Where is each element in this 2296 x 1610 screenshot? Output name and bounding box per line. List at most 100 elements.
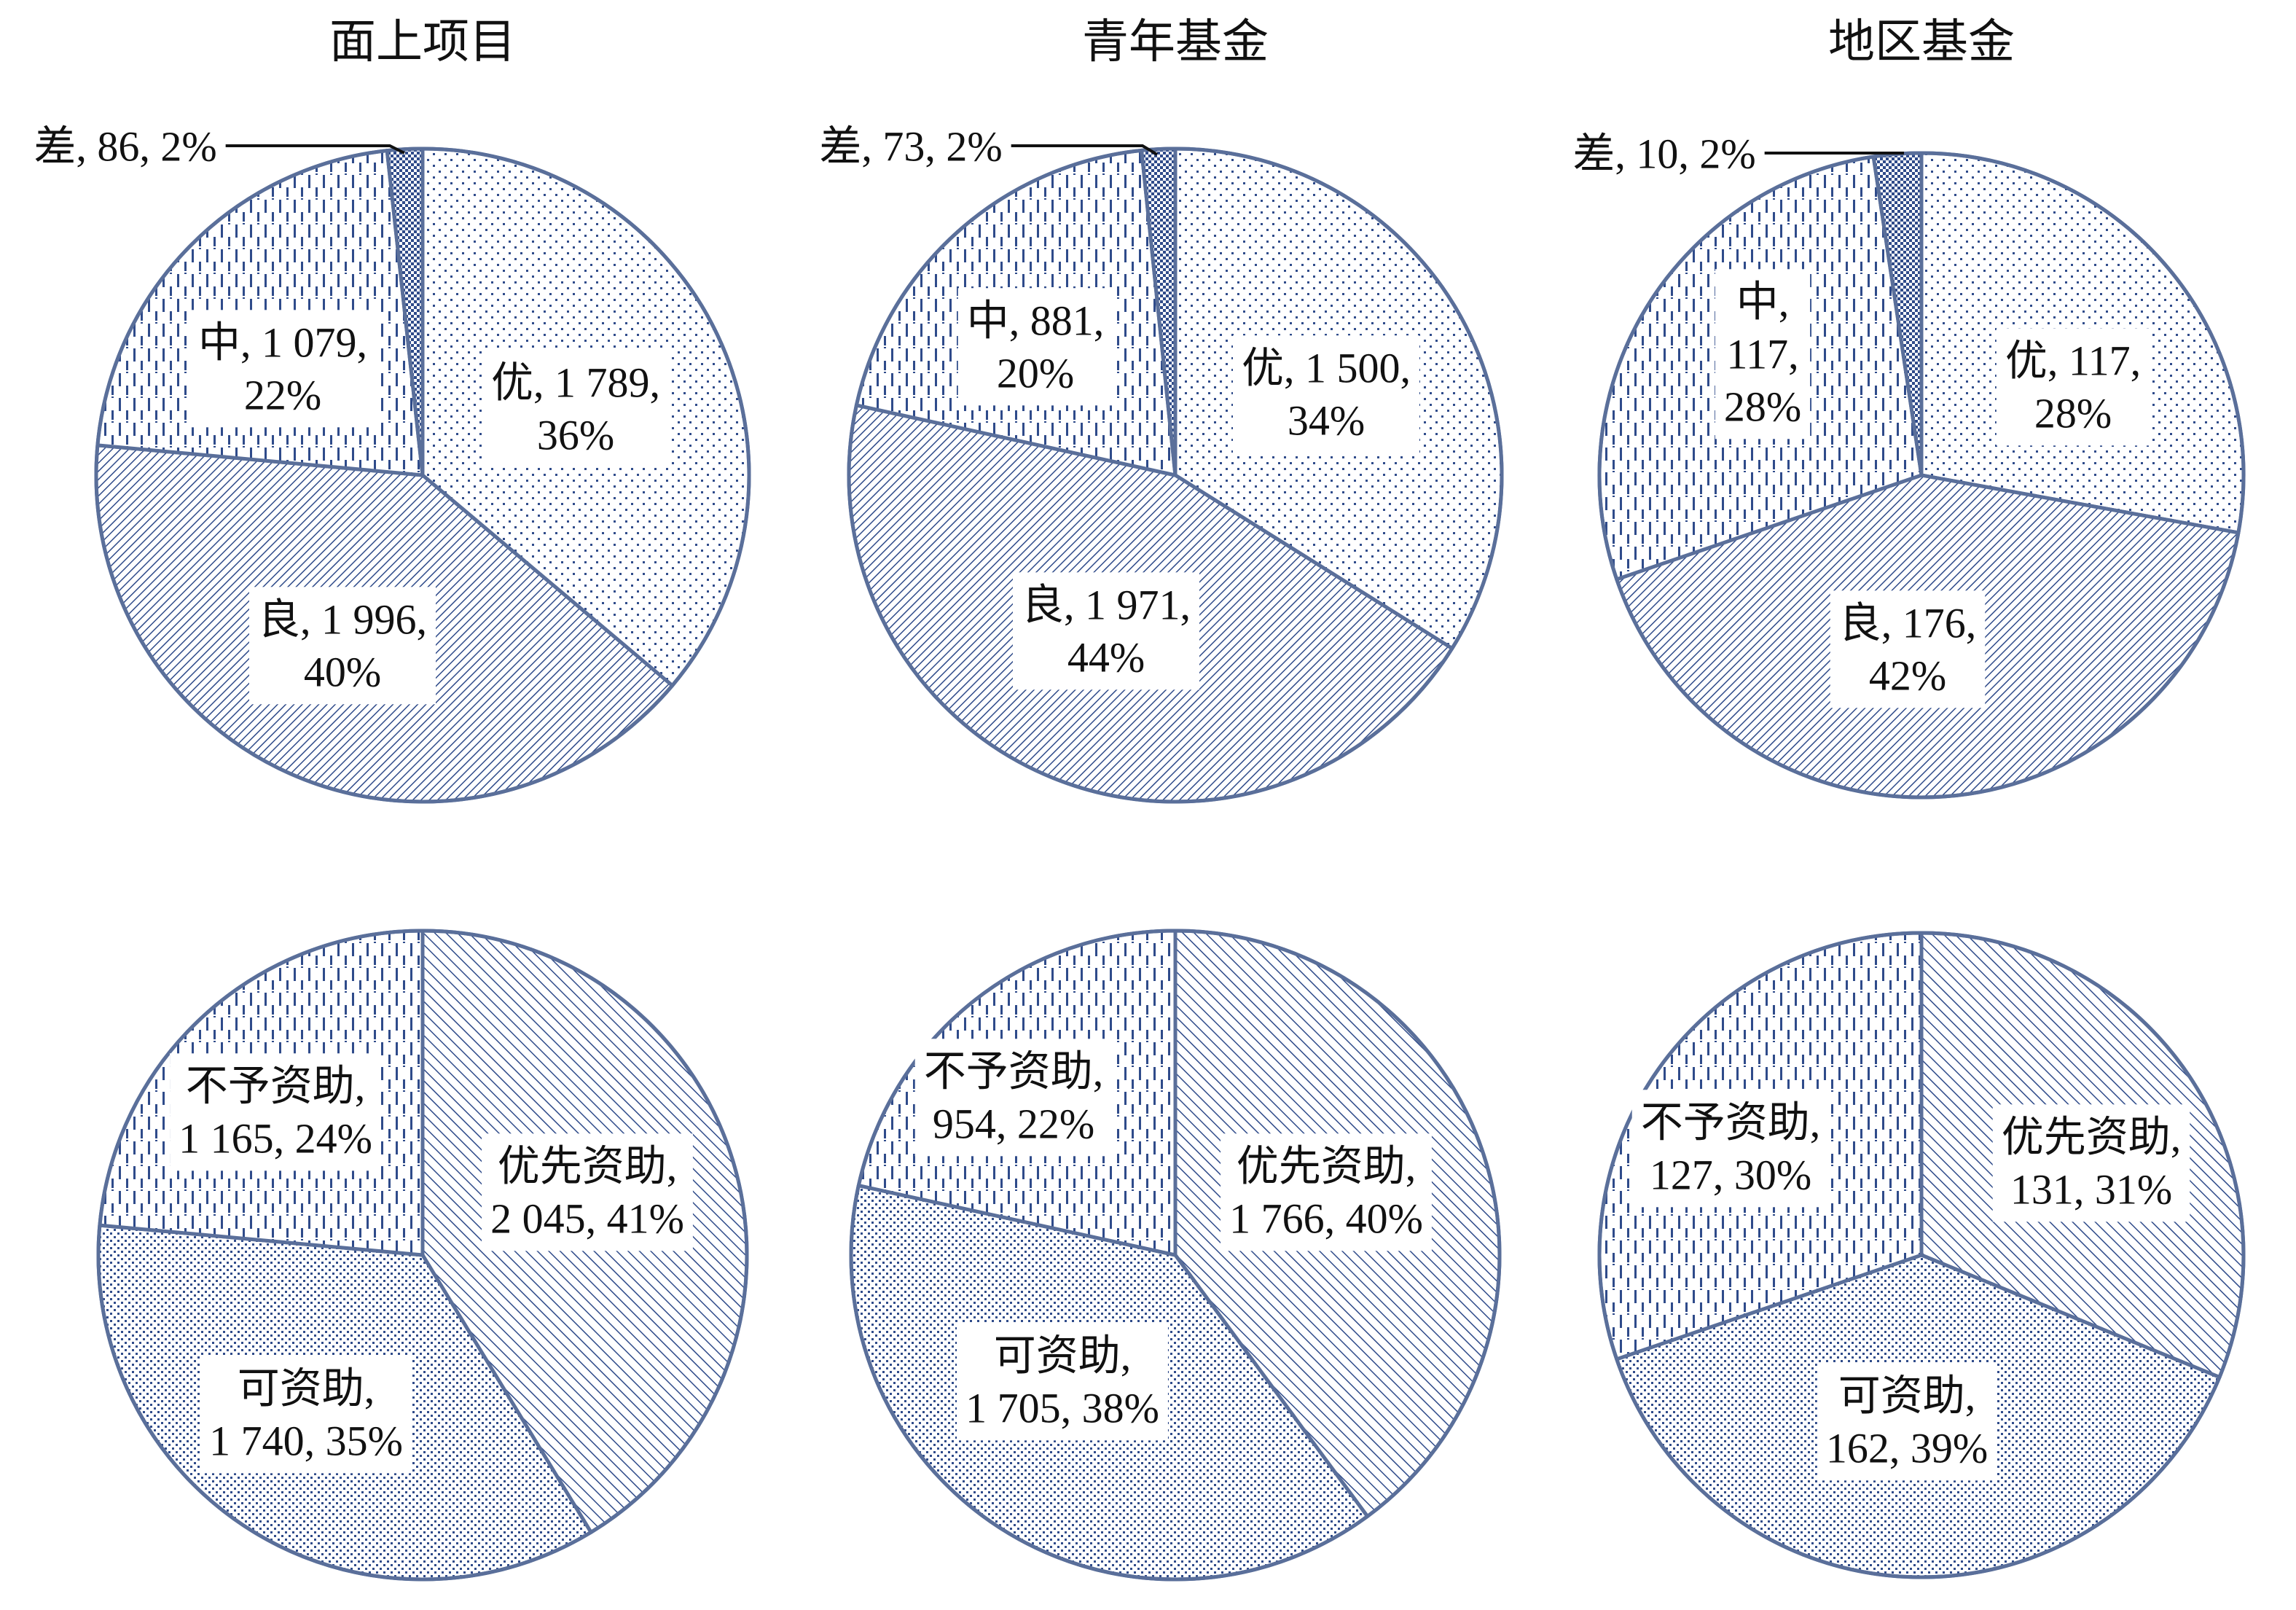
data-label-line: 不予资助, bbox=[924, 1047, 1104, 1095]
data-label: 可资助, 162, 39% bbox=[1817, 1363, 1997, 1481]
pie-outline bbox=[1597, 151, 2246, 800]
data-label-line: 中, 1 079, bbox=[198, 319, 367, 366]
data-label-line: 可资助, bbox=[1838, 1372, 1976, 1419]
data-label: 中, 117, 28% bbox=[1715, 269, 1811, 439]
data-label-background bbox=[189, 310, 377, 428]
data-label: 良, 176, 42% bbox=[1830, 590, 1986, 708]
pie-1: 优, 1 789, 36% 良, 1 996, 40% 中, 1 079, 22% 差, 8… bbox=[34, 122, 751, 804]
data-label-background bbox=[1012, 572, 1200, 690]
data-label-text: 优, 1 500, 34% bbox=[1242, 344, 1411, 444]
data-label: 优, 1 500, 34% bbox=[1232, 335, 1420, 453]
pie-outline bbox=[96, 929, 749, 1582]
data-label-line: 1 766, 40% bbox=[1229, 1195, 1423, 1242]
data-label-line: 1 165, 24% bbox=[179, 1114, 372, 1162]
data-label: 差, 86, 2% bbox=[34, 122, 405, 170]
data-label: 不予资助, 1 165, 24% bbox=[170, 1053, 381, 1171]
data-label-line: 优先资助, bbox=[1237, 1142, 1417, 1189]
column-title-general: 面上项目 bbox=[329, 15, 516, 69]
data-label: 不予资助, 127, 30% bbox=[1631, 1090, 1830, 1208]
data-label-line: 良, 176, bbox=[1839, 599, 1977, 646]
data-label-background bbox=[200, 1356, 412, 1474]
pie-5: 优先资助, 1 766, 40% 可资助, 1 705, 38% 不予资助, 954, 2… bbox=[849, 929, 1502, 1582]
data-label-text: 优, 117, 28% bbox=[2005, 337, 2141, 437]
data-label: 可资助, 1 705, 38% bbox=[957, 1323, 1168, 1441]
column-title-youth: 青年基金 bbox=[1082, 15, 1269, 69]
data-label-line: 中, bbox=[1736, 278, 1790, 325]
data-label-background bbox=[1715, 269, 1811, 439]
data-label-background bbox=[1996, 328, 2150, 446]
pie-outline bbox=[847, 146, 1504, 804]
data-label: 良, 1 971, 44% bbox=[1012, 572, 1200, 690]
data-label-background bbox=[957, 288, 1113, 406]
data-label-text: 可资助, 1 740, 35% bbox=[209, 1364, 403, 1464]
column-title-regional: 地区基金 bbox=[1828, 15, 2015, 69]
data-label-line: 优, 1 500, bbox=[1242, 344, 1411, 391]
data-label-background bbox=[1221, 1133, 1432, 1251]
data-label-background bbox=[248, 587, 436, 705]
pie-outline bbox=[94, 146, 751, 804]
data-label: 中, 881, 20% bbox=[957, 288, 1113, 406]
data-label-text: 可资助, 1 705, 38% bbox=[965, 1332, 1159, 1431]
data-label: 优, 117, 28% bbox=[1996, 328, 2150, 446]
data-label-line: 优先资助, bbox=[498, 1142, 678, 1189]
data-label-line: 不予资助, bbox=[186, 1062, 366, 1109]
data-label-text: 中, 117, 28% bbox=[1724, 278, 1801, 430]
data-label-line: 优, 1 789, bbox=[491, 359, 660, 406]
pie-outline bbox=[1597, 931, 2246, 1579]
data-label-line: 28% bbox=[2034, 389, 2112, 437]
data-label-line: 中, 881, bbox=[967, 297, 1105, 344]
data-label-line: 1 705, 38% bbox=[965, 1384, 1159, 1431]
data-label: 优先资助, 1 766, 40% bbox=[1221, 1133, 1432, 1251]
data-label-line: 40% bbox=[304, 648, 381, 695]
data-label-line: 42% bbox=[1869, 652, 1946, 699]
data-label-text: 良, 1 996, 40% bbox=[258, 595, 427, 695]
data-label: 优先资助, 131, 31% bbox=[1992, 1104, 2190, 1222]
data-label: 优先资助, 2 045, 41% bbox=[482, 1133, 693, 1251]
data-label: 良, 1 996, 40% bbox=[248, 587, 436, 705]
data-label-line: 优先资助, bbox=[2002, 1113, 2182, 1160]
data-label-text: 差, 86, 2% bbox=[34, 122, 216, 170]
data-label-line: 20% bbox=[997, 349, 1074, 396]
data-label-text: 中, 881, 20% bbox=[967, 297, 1105, 396]
data-label-line: 162, 39% bbox=[1826, 1424, 1988, 1472]
pie-3: 优, 117, 28% 良, 176, 42% 中, 117, 28% 差, 10, 2% bbox=[1572, 130, 2246, 800]
data-label-text: 可资助, 162, 39% bbox=[1826, 1372, 1988, 1472]
data-label-background bbox=[914, 1039, 1113, 1157]
data-label-line: 差, 10, 2% bbox=[1572, 130, 1755, 177]
data-label-line: 28% bbox=[1724, 383, 1801, 430]
data-label-line: 117, bbox=[1726, 330, 1798, 378]
data-label-background bbox=[1830, 590, 1986, 708]
data-label-background bbox=[1817, 1363, 1997, 1481]
data-label-line: 优, 117, bbox=[2005, 337, 2141, 384]
data-label-text: 不予资助, 127, 30% bbox=[1641, 1098, 1821, 1198]
data-label-line: 131, 31% bbox=[2010, 1165, 2172, 1213]
data-label-text: 优先资助, 131, 31% bbox=[2002, 1113, 2182, 1213]
pie-2: 优, 1 500, 34% 良, 1 971, 44% 中, 881, 20% 差, 73,… bbox=[819, 122, 1504, 804]
data-label: 差, 10, 2% bbox=[1572, 130, 1904, 177]
pie-outline bbox=[849, 929, 1502, 1582]
data-label: 不予资助, 954, 22% bbox=[914, 1039, 1113, 1157]
data-label-line: 34% bbox=[1288, 396, 1365, 444]
data-label-background bbox=[482, 350, 670, 468]
data-label-line: 良, 1 996, bbox=[258, 595, 427, 643]
callout-leader-line bbox=[225, 144, 405, 155]
data-label-line: 36% bbox=[537, 411, 614, 458]
pie-6: 优先资助, 131, 31% 可资助, 162, 39% 不予资助, 127, 30% bbox=[1597, 931, 2246, 1579]
data-label-background bbox=[1232, 335, 1420, 453]
data-label-line: 良, 1 971, bbox=[1022, 581, 1191, 628]
data-label: 差, 73, 2% bbox=[819, 122, 1159, 170]
data-label-text: 优先资助, 1 766, 40% bbox=[1229, 1142, 1423, 1242]
data-label-text: 良, 176, 42% bbox=[1839, 599, 1977, 699]
data-label-background bbox=[1992, 1104, 2190, 1222]
data-label-line: 不予资助, bbox=[1641, 1098, 1821, 1146]
data-label-line: 22% bbox=[244, 371, 321, 418]
data-label-line: 44% bbox=[1067, 633, 1145, 681]
data-label-text: 优先资助, 2 045, 41% bbox=[490, 1142, 684, 1242]
data-label-text: 中, 1 079, 22% bbox=[198, 319, 367, 418]
pie-4: 优先资助, 2 045, 41% 可资助, 1 740, 35% 不予资助, 1 165,… bbox=[96, 929, 749, 1582]
data-label-text: 优, 1 789, 36% bbox=[491, 359, 660, 458]
callout-leader-line bbox=[1011, 144, 1159, 156]
data-label-background bbox=[1631, 1090, 1830, 1208]
